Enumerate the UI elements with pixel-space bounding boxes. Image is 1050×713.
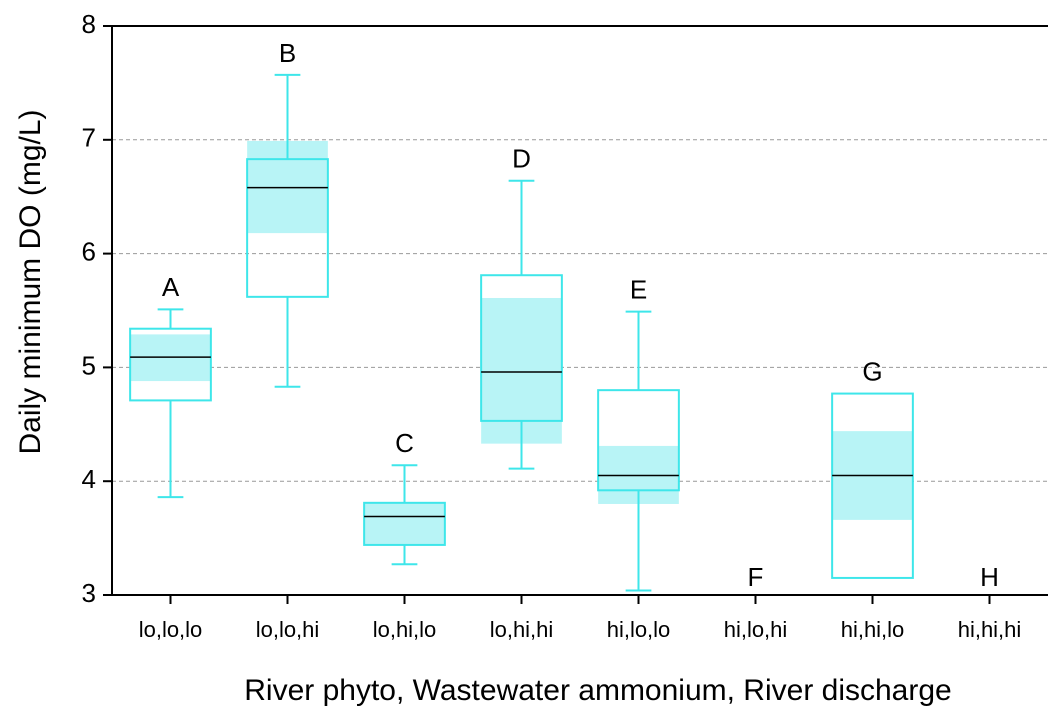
x-tick-label: hi,lo,lo [607,617,671,642]
group-letter: H [980,562,999,592]
y-tick-label: 7 [82,123,96,153]
y-tick-label: 5 [82,350,96,380]
group-letter: B [279,38,296,68]
y-tick-label: 4 [82,464,96,494]
box [480,274,563,422]
group-letter: D [512,144,531,174]
x-tick-label: hi,hi,hi [958,617,1022,642]
x-axis-label: River phyto, Wastewater ammonium, River … [244,674,951,707]
box [129,327,212,402]
box [831,392,914,579]
x-tick-label: lo,hi,hi [490,617,554,642]
group-letter: G [862,356,882,386]
x-tick-label: lo,hi,lo [373,617,437,642]
x-tick-label: hi,hi,lo [841,617,905,642]
notch-band [481,297,562,444]
group-letter: E [630,275,647,305]
x-tick-label: lo,lo,hi [256,617,320,642]
notch-band [364,502,445,545]
group-letter: C [395,428,414,458]
x-tick-label: hi,lo,hi [724,617,788,642]
box [363,501,446,546]
y-axis-label: Daily minimum DO (mg/L) [14,109,47,454]
y-tick-label: 8 [82,9,96,39]
y-tick-label: 3 [82,578,96,608]
box [597,389,680,492]
x-tick-label: lo,lo,lo [139,617,203,642]
group-letter: F [748,562,764,592]
y-tick-label: 6 [82,236,96,266]
box [246,158,329,298]
group-letter: A [162,272,180,302]
